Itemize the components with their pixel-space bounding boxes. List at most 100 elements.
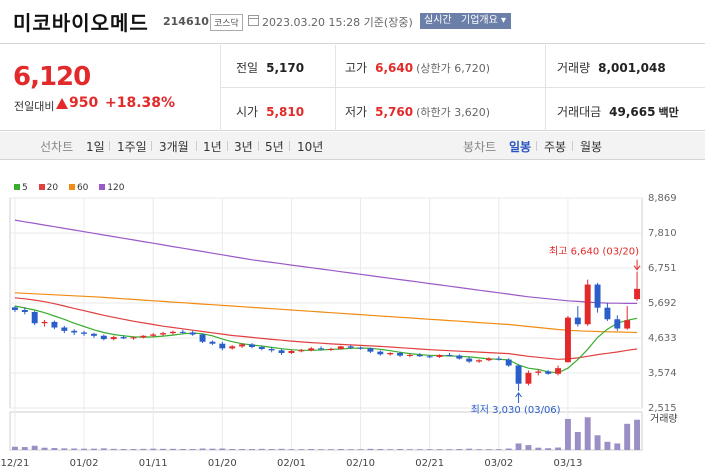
volume-bar xyxy=(288,449,295,450)
x-tick-label: 02/10 xyxy=(346,458,375,469)
volume-bar xyxy=(446,449,453,450)
candle-body xyxy=(337,346,344,350)
ma120-line xyxy=(14,219,638,305)
open-value: 5,810 xyxy=(266,105,305,119)
candle-body xyxy=(179,331,186,333)
period-1y[interactable]: 1년 xyxy=(203,140,222,154)
candle-body xyxy=(209,341,216,344)
volume-bar xyxy=(347,449,354,450)
candle-body xyxy=(248,344,255,348)
candle-body xyxy=(51,321,58,328)
candle-body xyxy=(397,352,404,356)
candle-body xyxy=(545,371,552,374)
legend-ma20: 20 xyxy=(38,183,58,193)
volume-bar xyxy=(31,445,38,450)
candle-body xyxy=(564,317,571,363)
x-tick-label: 12/21 xyxy=(1,458,30,469)
candle-body xyxy=(604,307,611,320)
period-3m[interactable]: 3개월 xyxy=(159,140,189,154)
candle-body xyxy=(574,317,581,325)
volume-bar xyxy=(258,448,265,450)
volume-bar xyxy=(604,441,611,450)
candle-body xyxy=(515,365,522,384)
volume-bar xyxy=(584,417,591,450)
period-3y[interactable]: 3년 xyxy=(234,140,253,154)
max-arrow-head xyxy=(633,265,641,271)
candle-body xyxy=(584,284,591,325)
candle-body xyxy=(495,358,502,360)
high-price: 고가 6,640 (상한가 6,720) xyxy=(345,59,490,76)
min-annotation: 최저 3,030 (03/06) xyxy=(471,404,561,416)
candle-body xyxy=(120,337,127,339)
candle-body xyxy=(485,358,492,361)
y-tick-label: 6,751 xyxy=(648,263,677,274)
candle-body xyxy=(308,348,315,351)
volume-bar xyxy=(357,449,364,450)
candle-body xyxy=(81,332,88,334)
volume-bar xyxy=(248,449,255,450)
candle-body xyxy=(160,333,167,335)
candle-weekly[interactable]: 주봉 xyxy=(544,140,567,154)
price-chart[interactable]: 8,869 7,810 6,751 5,692 4,633 3,574 2,515 12/21… xyxy=(0,190,705,473)
volume-bar xyxy=(81,448,88,450)
quote-timestamp: 2023.03.20 15:28 기준(장중) xyxy=(262,16,413,29)
candle-body xyxy=(634,288,641,300)
realtime-button[interactable]: 실시간 xyxy=(420,13,456,29)
period-1d[interactable]: 1일 xyxy=(86,140,105,154)
candle-body xyxy=(416,354,423,357)
candle-body xyxy=(61,327,68,331)
legend-ma5: 5 xyxy=(14,183,28,193)
volume-bar xyxy=(515,443,522,450)
lower-limit: (하한가 3,620) xyxy=(416,106,490,119)
period-5y[interactable]: 5년 xyxy=(265,140,284,154)
candle-body xyxy=(555,368,562,374)
divider xyxy=(536,141,537,151)
volume-bar xyxy=(545,448,552,450)
volume: 거래량 8,001,048 xyxy=(557,59,666,76)
x-tick-label: 03/13 xyxy=(554,458,583,469)
volume-bar xyxy=(406,449,413,450)
candle-body xyxy=(100,335,107,340)
volume-bar xyxy=(574,432,581,450)
candle-daily[interactable]: 일봉 xyxy=(509,140,532,154)
candle-body xyxy=(71,330,78,333)
volume-bar xyxy=(476,449,483,450)
candle-body xyxy=(406,354,413,356)
volume-bar xyxy=(160,448,167,450)
y-tick-label: 7,810 xyxy=(648,228,677,239)
divider xyxy=(258,141,259,151)
candle-body xyxy=(525,372,532,384)
volume-bar xyxy=(120,449,127,450)
volume-bar xyxy=(209,448,216,450)
current-price: 6,120 xyxy=(13,62,91,92)
trading-amount: 거래대금 49,665 백만 xyxy=(557,103,679,120)
candle-body xyxy=(268,349,275,351)
period-1w[interactable]: 1주일 xyxy=(117,140,147,154)
candle-body xyxy=(110,337,117,340)
candle-body xyxy=(377,351,384,355)
min-arrow-head xyxy=(515,392,522,398)
candle-body xyxy=(11,307,18,311)
divider xyxy=(572,141,573,151)
candle-body xyxy=(387,352,394,355)
candle-monthly[interactable]: 월봉 xyxy=(580,140,603,154)
company-overview-dropdown[interactable]: 기업개요 ▾ xyxy=(456,13,511,29)
ma20-line xyxy=(14,297,638,360)
quote-summary: 6,120 전일대비 950 +18.38% 전일 5,170 고가 6,640 (상… xyxy=(0,45,705,131)
change-label: 전일대비 xyxy=(14,100,55,113)
volume-bar xyxy=(140,448,147,450)
up-triangle-icon xyxy=(56,98,68,109)
volume-bar xyxy=(525,445,532,450)
period-10y[interactable]: 10년 xyxy=(297,140,324,154)
volume-bar xyxy=(61,448,68,450)
candle-body xyxy=(357,347,364,349)
legend-ma60: 60 xyxy=(68,183,88,193)
candle-body xyxy=(614,319,621,329)
low-price: 저가 5,760 (하한가 3,620) xyxy=(345,103,490,120)
candle-body xyxy=(31,311,38,324)
volume-bar xyxy=(416,449,423,450)
volume-bar xyxy=(634,419,641,450)
candle-body xyxy=(219,343,226,349)
volume-bar xyxy=(51,448,58,450)
candle-body xyxy=(189,332,196,335)
